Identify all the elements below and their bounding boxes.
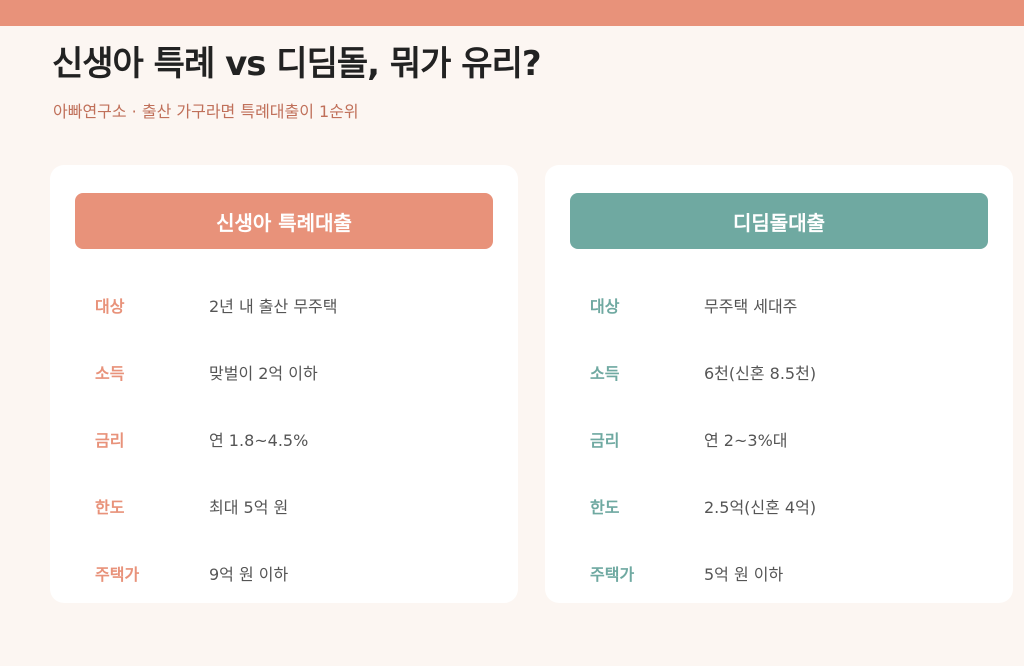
top-bar — [0, 0, 1024, 26]
row-value: 2.5억(신혼 4억) — [704, 497, 817, 517]
row: 대상 무주택 세대주 — [545, 271, 1013, 338]
row-value: 연 1.8~4.5% — [209, 430, 309, 450]
row-label: 한도 — [95, 497, 125, 517]
row-label: 금리 — [590, 430, 620, 450]
row: 소득 맞벌이 2억 이하 — [50, 338, 518, 405]
title: 신생아 특례 vs 디딤돌, 뭐가 유리? — [52, 44, 542, 84]
row-value: 연 2~3%대 — [704, 430, 788, 450]
card-header: 신생아 특례대출 — [75, 193, 493, 249]
row-value: 무주택 세대주 — [704, 296, 798, 316]
row: 대상 2년 내 출산 무주택 — [50, 271, 518, 338]
row-value: 맞벌이 2억 이하 — [209, 363, 318, 383]
row-label: 소득 — [95, 363, 125, 383]
row: 금리 연 1.8~4.5% — [50, 405, 518, 472]
row: 주택가 9억 원 이하 — [50, 539, 518, 606]
row: 소득 6천(신혼 8.5천) — [545, 338, 1013, 405]
row-label: 금리 — [95, 430, 125, 450]
row: 주택가 5억 원 이하 — [545, 539, 1013, 606]
row-value: 5억 원 이하 — [704, 564, 784, 584]
row-label: 주택가 — [590, 564, 635, 584]
row-value: 6천(신혼 8.5천) — [704, 363, 817, 383]
row: 한도 2.5억(신혼 4억) — [545, 472, 1013, 539]
row-label: 주택가 — [95, 564, 140, 584]
row-value: 9억 원 이하 — [209, 564, 289, 584]
row-label: 대상 — [590, 296, 620, 316]
row-label: 한도 — [590, 497, 620, 517]
row-value: 최대 5억 원 — [209, 497, 289, 517]
subtitle: 아빠연구소 · 출산 가구라면 특례대출이 1순위 — [53, 102, 359, 121]
row-label: 소득 — [590, 363, 620, 383]
row: 금리 연 2~3%대 — [545, 405, 1013, 472]
row-value: 2년 내 출산 무주택 — [209, 296, 338, 316]
card-header: 디딤돌대출 — [570, 193, 988, 249]
row: 한도 최대 5억 원 — [50, 472, 518, 539]
row-label: 대상 — [95, 296, 125, 316]
